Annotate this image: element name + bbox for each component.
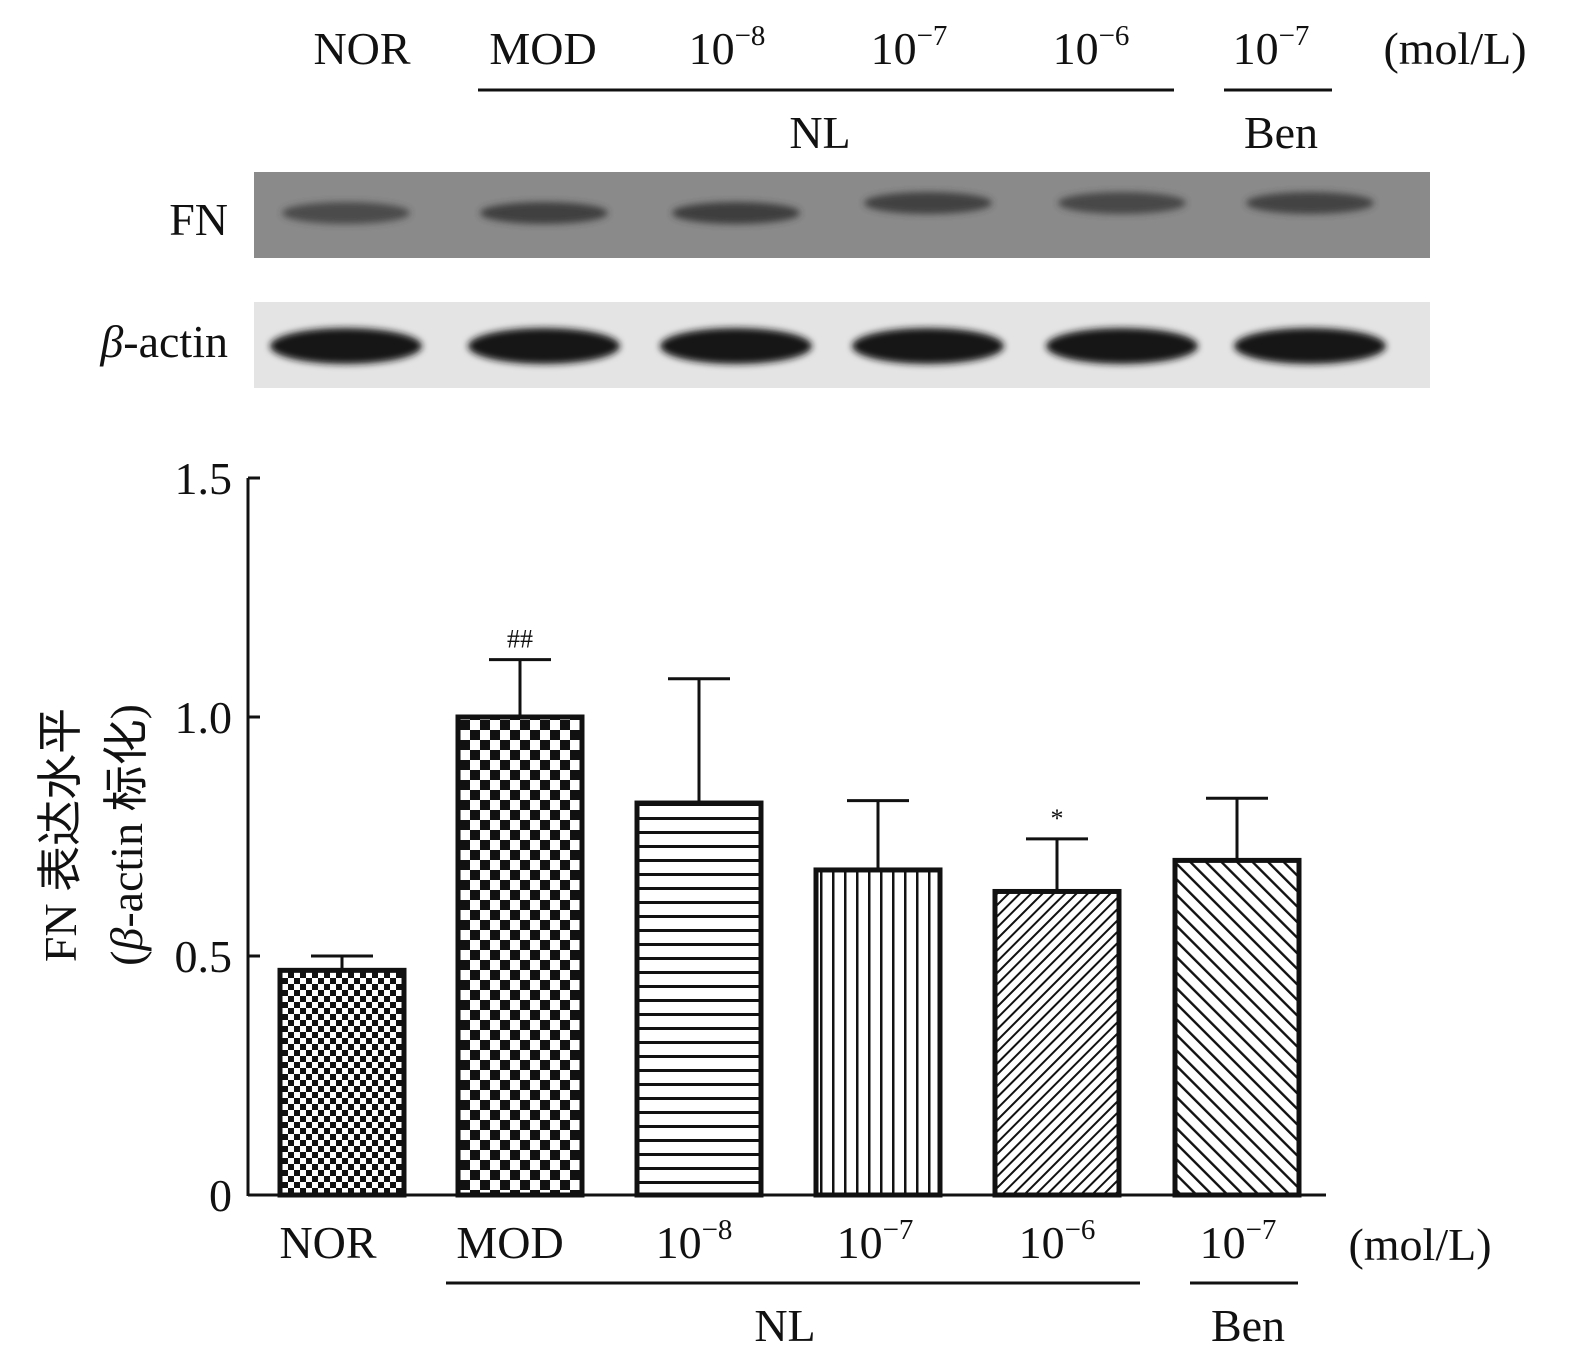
x-tick-label-0: NOR [279,1217,376,1268]
blot-lane-label-3: 10−7 [871,20,948,74]
blot-band [480,202,608,224]
blot-band [1058,192,1186,214]
bar [455,714,585,1198]
bar [634,800,764,1198]
bar-group-0 [277,954,407,1198]
x-unit-label: (mol/L) [1348,1219,1491,1270]
x-tick-label-1: MOD [456,1217,563,1268]
bar-group-2 [634,677,764,1198]
significance-marker: ## [507,625,533,654]
bar [1172,857,1302,1198]
y-tick-label: 1.0 [175,692,233,743]
bar-chart: FN 表达水平 (β-actin 标化) 0 0.5 1.0 1.5 ## * NOR M… [35,453,1492,1351]
y-axis-label-line2: (β-actin 标化) [101,704,152,966]
significance-marker: * [1051,804,1064,833]
y-tick-label: 0.5 [175,931,233,982]
blot-band [660,328,812,364]
x-tick-label-4: 10−6 [1019,1214,1096,1268]
blot-strip-background [254,302,1430,388]
x-tick-label-5: 10−7 [1200,1214,1277,1268]
blot-lane-label-2: 10−8 [689,20,766,74]
blot-band [468,328,620,364]
blot-strip-1 [254,302,1430,388]
x-group-label: Ben [1211,1300,1285,1351]
blot-band [672,202,800,224]
bar [992,888,1122,1198]
y-axis: 0 0.5 1.0 1.5 [175,453,260,1221]
blot-band [1234,328,1386,364]
blot-lane-label-0: NOR [313,23,410,74]
bar [813,867,943,1198]
blot-row-label-actin: β-actin [99,316,228,367]
bar-group-4: * [992,804,1122,1198]
blot-band [864,192,992,214]
x-tick-label-3: 10−7 [837,1214,914,1268]
y-tick-label: 1.5 [175,453,233,504]
blot-lane-label-4: 10−6 [1053,20,1130,74]
blot-lane-label-1: MOD [489,23,596,74]
x-tick-label-2: 10−8 [656,1214,733,1268]
blot-group-label-nl: NL [789,107,850,158]
x-group-label: NL [754,1300,815,1351]
blot-band [270,328,422,364]
bar-group-1: ## [455,625,585,1198]
blot-unit-label: (mol/L) [1383,23,1526,74]
bar [277,967,407,1198]
bar-group-3 [813,799,943,1198]
blot-group-label-ben: Ben [1244,107,1318,158]
bar-group-5 [1172,796,1302,1198]
blot-band [852,328,1004,364]
bars: ## * [277,625,1302,1198]
y-tick-label: 0 [209,1170,232,1221]
blot-strip-0 [254,172,1430,258]
western-blot-panel: NOR MOD 10−8 10−7 10−6 10−7 (mol/L) NL Ben FN… [99,20,1527,388]
blot-row-label-fn: FN [169,194,228,245]
blot-band [282,202,410,224]
blot-strip-background [254,172,1430,258]
blot-strips [254,172,1430,388]
blot-lane-label-5: 10−7 [1233,20,1310,74]
blot-band [1046,328,1198,364]
blot-lane-labels: NOR MOD 10−8 10−7 10−6 10−7 [313,20,1309,74]
y-axis-label: FN 表达水平 [35,708,86,962]
x-axis: NOR MOD 10−8 10−7 10−6 10−7 (mol/L) NL Ben [248,1193,1492,1351]
blot-band [1246,192,1374,214]
